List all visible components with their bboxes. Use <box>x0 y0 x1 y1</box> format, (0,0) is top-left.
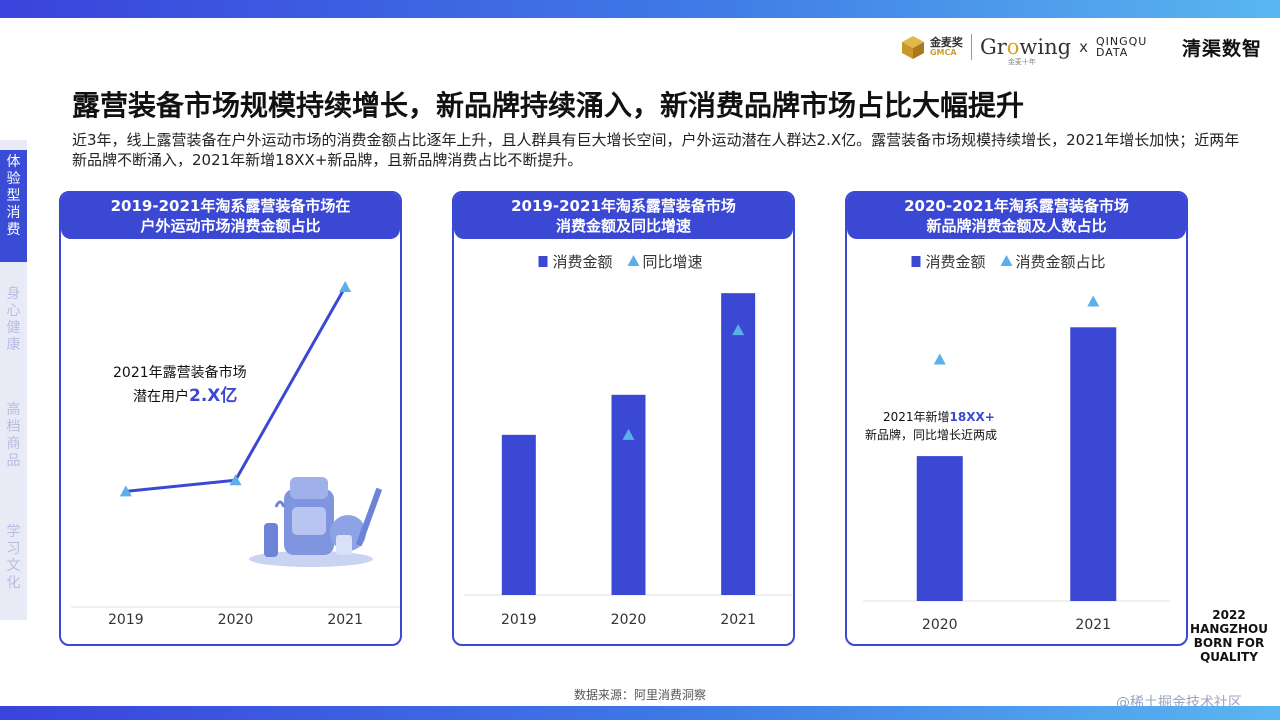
qingqu-logo-en: QINGQU DATA <box>1095 35 1148 59</box>
legend-swatch-bar <box>911 256 921 267</box>
x-tick-label: 2021 <box>1075 617 1111 633</box>
hangzhou-slogan: 2022 HANGZHOU BORN FOR QUALITY <box>1184 608 1274 664</box>
camping-gear-illustration <box>249 477 383 567</box>
header-logos: 金麦奖 GMCA Growing 金麦十年 x QINGQU DATA 清渠数智 <box>900 30 1262 65</box>
annotation-line2-prefix: 潜在用户 <box>133 388 189 405</box>
annotation-highlight: 18XX+ <box>950 410 995 424</box>
annotation-line2: 潜在用户2.X亿 <box>133 385 237 406</box>
x-tick-label: 2021 <box>327 612 363 628</box>
chart-3-title-line1: 2020-2021年淘系露营装备市场 <box>904 197 1129 215</box>
logo-x-separator: x <box>1079 38 1088 56</box>
legend-swatch-marker <box>1000 255 1013 266</box>
legend-swatch-marker <box>627 255 640 266</box>
legend-label: 消费金额 <box>926 253 986 271</box>
growing-logo: Growing 金麦十年 <box>979 34 1072 65</box>
chart-2-title-line2: 消费金额及同比增速 <box>555 217 691 235</box>
chart-2-title: 2019-2021年淘系露营装备市场 消费金额及同比增速 <box>454 193 793 239</box>
qingqu-logo-cn: 清渠数智 <box>1181 37 1262 60</box>
sidebar-item-label: 身心健康 <box>6 286 21 353</box>
sidebar-item-label: 学习文化 <box>6 524 21 591</box>
data-source: 数据来源：阿里消费洞察 <box>573 688 706 702</box>
slogan-line: BORN FOR <box>1193 636 1265 650</box>
chart-1-title: 2019-2021年淘系露营装备市场在 户外运动市场消费金额占比 <box>61 193 400 239</box>
bar <box>1070 327 1117 601</box>
sidebar-item-experience[interactable]: 体验型消费 <box>0 150 27 262</box>
sidebar: 体验型消费 身心健康 高档商品 学习文化 <box>0 140 27 620</box>
x-tick-label: 2020 <box>922 617 958 633</box>
data-point-marker <box>933 353 946 365</box>
logo-separator <box>970 34 972 60</box>
sidebar-item-premium[interactable]: 高档商品 <box>0 402 27 476</box>
bar <box>721 293 756 595</box>
data-point-marker <box>119 485 132 497</box>
page-title: 露营装备市场规模持续增长，新品牌持续涌入，新消费品牌市场占比大幅提升 <box>72 89 1025 122</box>
annotation-highlight: 2.X亿 <box>189 385 237 406</box>
bar <box>611 394 646 595</box>
chart-panel-1: 2019-2021年淘系露营装备市场在 户外运动市场消费金额占比 2019 202… <box>59 191 402 646</box>
data-point-marker <box>229 474 242 486</box>
legend-label: 同比增速 <box>643 253 703 271</box>
x-tick-label: 2020 <box>611 612 647 628</box>
legend-label: 消费金额 <box>553 253 613 271</box>
chart-panel-2: 2019-2021年淘系露营装备市场 消费金额及同比增速 消费金额 同比增速 201… <box>452 191 795 646</box>
jmj-logo-sub: GMCA <box>929 47 957 57</box>
chart-3-title-line2: 新品牌消费金额及人数占比 <box>926 217 1107 235</box>
bar <box>916 456 963 601</box>
annotation-line1: 2021年露营装备市场 <box>113 364 247 381</box>
data-point-marker <box>339 281 352 292</box>
chart-1-title-line1: 2019-2021年淘系露营装备市场在 <box>110 197 351 215</box>
chart-2-title-line1: 2019-2021年淘系露营装备市场 <box>511 197 736 215</box>
top-gradient-bar <box>0 0 1280 18</box>
jmj-cube-icon <box>901 36 924 59</box>
x-tick-label: 2019 <box>501 612 537 628</box>
x-tick-label: 2019 <box>108 612 144 628</box>
jmj-logo-name: 金麦奖 <box>929 36 963 50</box>
sidebar-item-label: 高档商品 <box>6 402 21 469</box>
slogan-line: HANGZHOU <box>1190 622 1268 636</box>
sidebar-item-culture[interactable]: 学习文化 <box>0 524 27 598</box>
bottom-gradient-bar <box>0 706 1280 720</box>
annotation-line2: 新品牌，同比增长近两成 <box>865 427 997 442</box>
slogan-line: QUALITY <box>1200 650 1258 664</box>
x-tick-label: 2020 <box>218 612 254 628</box>
chart-1-title-line2: 户外运动市场消费金额占比 <box>140 217 321 235</box>
x-tick-label: 2021 <box>720 612 756 628</box>
bar <box>501 434 536 595</box>
data-point-marker <box>1087 295 1100 307</box>
annotation-line1: 2021年新增18XX+ <box>883 409 995 424</box>
data-point-marker <box>622 428 635 440</box>
chart-2-svg: 消费金额 同比增速 2019 2020 2021 <box>464 253 793 628</box>
jmj-logo: 金麦奖 GMCA <box>900 34 963 60</box>
chart-3-svg: 消费金额 消费金额占比 2020 2021 2021年新增18XX+ 新品牌，同比增长近两… <box>863 253 1170 633</box>
sidebar-item-health[interactable]: 身心健康 <box>0 286 27 360</box>
growing-logo-text: Growing <box>979 34 1072 59</box>
slogan-line: 2022 <box>1212 608 1246 622</box>
page-description: 近3年，线上露营装备在户外运动市场的消费金额占比逐年上升，且人群具有巨大增长空间… <box>72 131 1240 169</box>
legend-label: 消费金额占比 <box>1016 253 1106 271</box>
annotation-line1-prefix: 2021年新增 <box>883 409 950 424</box>
chart-panel-3: 2020-2021年淘系露营装备市场 新品牌消费金额及人数占比 消费金额 消费金额… <box>845 191 1188 646</box>
data-point-marker <box>732 324 745 336</box>
legend-swatch-bar <box>538 256 548 267</box>
sidebar-item-label: 体验型消费 <box>6 154 21 238</box>
chart-3-title: 2020-2021年淘系露营装备市场 新品牌消费金额及人数占比 <box>847 193 1186 239</box>
growing-logo-sub: 金麦十年 <box>1007 57 1036 66</box>
